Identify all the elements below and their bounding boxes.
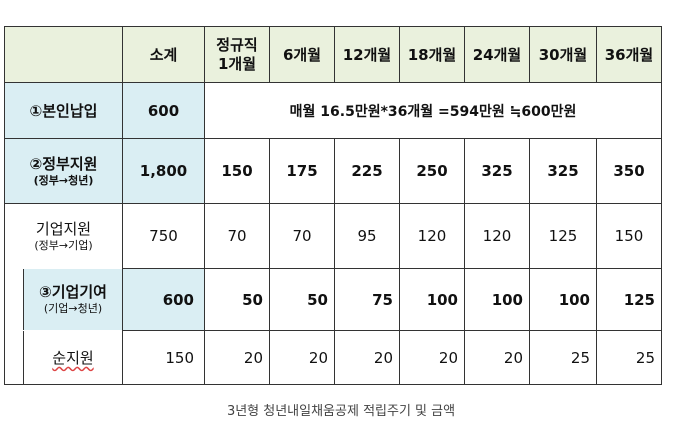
cell-corp-contrib: 50	[269, 268, 335, 331]
cell-net: 25	[596, 330, 662, 385]
cell-corp-contrib: 125	[596, 268, 662, 331]
row-label-self: ①본인납입	[4, 82, 123, 139]
row-label-corp-support-sub: (정부→기업)	[34, 238, 93, 252]
header-blank	[4, 26, 123, 83]
header-period: 30개월	[529, 26, 597, 83]
header-row: 소계 정규직 1개월 6개월 12개월 18개월 24개월 30개월 36개월	[4, 26, 662, 83]
cell-gov: 325	[464, 138, 530, 204]
cell-net: 20	[399, 330, 465, 385]
header-period: 12개월	[334, 26, 400, 83]
cell-corp-support: 95	[334, 203, 400, 269]
row-label-corp-contrib: ③기업기여 (기업→청년)	[23, 269, 122, 330]
cell-net: 25	[529, 330, 597, 385]
row-label-gov-sub: (정부→청년)	[33, 173, 94, 187]
table-caption: 3년형 청년내일채움공제 적립주기 및 금액	[226, 404, 456, 419]
header-period: 정규직 1개월	[204, 26, 270, 83]
cell-corp-contrib: 50	[204, 268, 270, 331]
row-label-corp-contrib-cell: ③기업기여 (기업→청년)	[4, 268, 123, 331]
cell-corp-contrib: 100	[529, 268, 597, 331]
row-label-gov-main: ②정부지원	[29, 154, 98, 173]
row-label-corp-support-main: 기업지원	[35, 219, 92, 238]
row-label-net-text: 순지원	[52, 348, 94, 367]
cell-gov: 225	[334, 138, 400, 204]
header-period: 36개월	[596, 26, 662, 83]
cell-corp-support: 120	[464, 203, 530, 269]
cell-net: 20	[464, 330, 530, 385]
subtotal-net: 150	[122, 330, 205, 385]
subtotal-corp-contrib: 600	[122, 268, 205, 331]
cell-corp-support: 125	[529, 203, 597, 269]
cell-corp-contrib: 100	[464, 268, 530, 331]
cell-gov: 150	[204, 138, 270, 204]
cell-corp-support: 150	[596, 203, 662, 269]
table-row-corp-support: 기업지원 (정부→기업) 750 70 70 95 120 120 125 15…	[4, 203, 662, 269]
subtotal-self: 600	[122, 82, 205, 139]
header-period: 24개월	[464, 26, 530, 83]
cell-gov: 325	[529, 138, 597, 204]
cell-gov: 250	[399, 138, 465, 204]
cell-gov: 350	[596, 138, 662, 204]
subtotal-corp-support: 750	[122, 203, 205, 269]
row-label-corp-contrib-sub: (기업→청년)	[43, 302, 103, 315]
table-row-gov: ②정부지원 (정부→청년) 1,800 150 175 225 250 325 …	[4, 138, 662, 204]
cell-corp-contrib: 75	[334, 268, 400, 331]
header-period: 18개월	[399, 26, 465, 83]
savings-table: 소계 정규직 1개월 6개월 12개월 18개월 24개월 30개월 36개월 …	[4, 26, 662, 385]
table-row-net: 순지원 150 20 20 20 20 20 25 25	[4, 330, 662, 385]
cell-net: 20	[334, 330, 400, 385]
table-row-self: ①본인납입 600 매월 16.5만원*36개월 =594만원 ≒600만원	[4, 82, 662, 139]
row-label-corp-contrib-main: ③기업기여	[39, 283, 107, 301]
row-label-gov: ②정부지원 (정부→청년)	[4, 138, 123, 204]
row-label-corp-support: 기업지원 (정부→기업)	[4, 203, 123, 269]
cell-corp-support: 70	[269, 203, 335, 269]
cell-net: 20	[269, 330, 335, 385]
cell-corp-support: 120	[399, 203, 465, 269]
cell-corp-support: 70	[204, 203, 270, 269]
subtotal-gov: 1,800	[122, 138, 205, 204]
header-period-text: 정규직 1개월	[216, 35, 258, 73]
cell-gov: 175	[269, 138, 335, 204]
header-subtotal: 소계	[122, 26, 205, 83]
cell-net: 20	[204, 330, 270, 385]
cell-corp-contrib: 100	[399, 268, 465, 331]
table-row-corp-contrib: ③기업기여 (기업→청년) 600 50 50 75 100 100 100 1…	[4, 268, 662, 331]
row-label-net-cell: 순지원	[4, 330, 123, 385]
header-period: 6개월	[269, 26, 335, 83]
row-label-net: 순지원	[23, 330, 122, 384]
self-payment-note: 매월 16.5만원*36개월 =594만원 ≒600만원	[204, 82, 662, 139]
